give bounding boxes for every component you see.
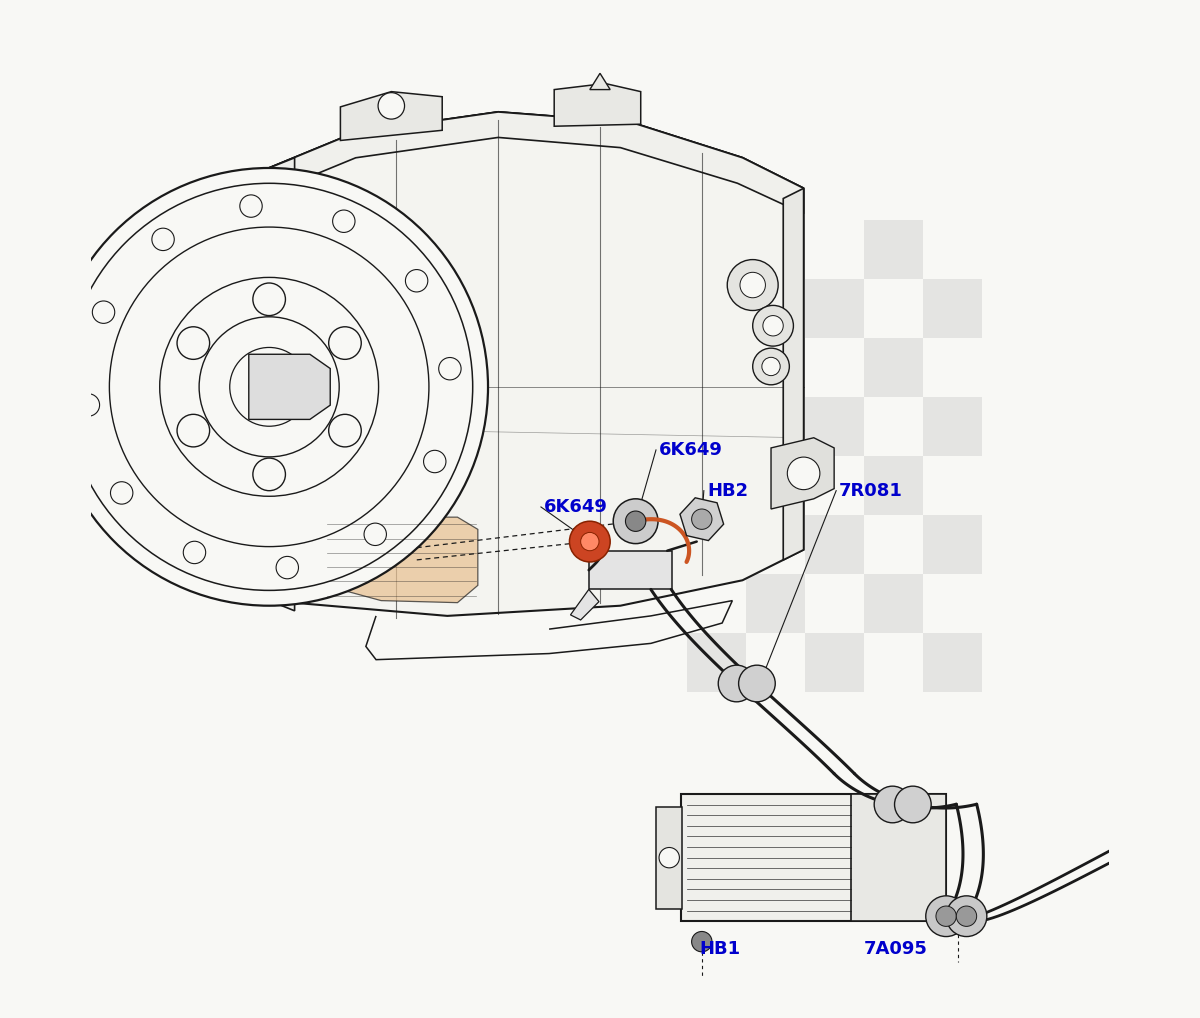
Circle shape <box>178 414 210 447</box>
Bar <box>686 397 745 456</box>
Circle shape <box>240 194 263 217</box>
Bar <box>686 633 745 692</box>
Circle shape <box>581 532 599 551</box>
Polygon shape <box>269 112 804 214</box>
Circle shape <box>925 896 966 937</box>
Text: HB1: HB1 <box>700 940 740 958</box>
Text: 7R081: 7R081 <box>839 482 904 500</box>
Bar <box>805 397 864 456</box>
Circle shape <box>787 457 820 490</box>
Circle shape <box>740 273 766 298</box>
Circle shape <box>659 847 679 867</box>
Bar <box>805 515 864 574</box>
Bar <box>805 633 864 692</box>
Circle shape <box>253 458 286 491</box>
Circle shape <box>152 228 174 250</box>
Text: sectia: sectia <box>173 479 304 517</box>
Circle shape <box>424 450 446 472</box>
Bar <box>805 279 864 338</box>
Circle shape <box>77 394 100 416</box>
Circle shape <box>613 499 658 544</box>
Bar <box>686 279 745 338</box>
Circle shape <box>752 305 793 346</box>
Circle shape <box>364 523 386 546</box>
Circle shape <box>250 367 289 406</box>
Circle shape <box>276 557 299 579</box>
Circle shape <box>691 931 712 952</box>
Text: 7A095: 7A095 <box>863 940 928 958</box>
Polygon shape <box>248 354 330 419</box>
Circle shape <box>110 482 133 504</box>
Bar <box>923 279 982 338</box>
Circle shape <box>406 270 428 292</box>
Bar <box>745 338 805 397</box>
Bar <box>589 551 672 589</box>
Bar <box>864 338 923 397</box>
Bar <box>864 574 923 633</box>
Circle shape <box>739 665 775 701</box>
Bar <box>656 806 683 908</box>
Polygon shape <box>341 92 443 140</box>
Polygon shape <box>784 188 804 560</box>
Circle shape <box>752 348 790 385</box>
Circle shape <box>956 906 977 926</box>
Bar <box>864 456 923 515</box>
Circle shape <box>329 414 361 447</box>
Text: HB2: HB2 <box>707 482 748 500</box>
Bar <box>682 794 946 921</box>
Polygon shape <box>590 73 610 90</box>
Bar <box>923 515 982 574</box>
Bar <box>851 794 946 921</box>
Circle shape <box>329 327 361 359</box>
Circle shape <box>894 786 931 823</box>
Polygon shape <box>772 438 834 509</box>
Polygon shape <box>325 517 478 603</box>
Text: 6K649: 6K649 <box>659 441 722 459</box>
Circle shape <box>946 896 986 937</box>
Polygon shape <box>570 589 599 620</box>
Bar <box>923 397 982 456</box>
Bar <box>686 515 745 574</box>
Text: 6K649: 6K649 <box>544 498 608 516</box>
Circle shape <box>50 168 488 606</box>
Circle shape <box>625 511 646 531</box>
Circle shape <box>253 283 286 316</box>
Circle shape <box>378 93 404 119</box>
Polygon shape <box>269 158 295 611</box>
Text: c a t a l o g   p a r t s: c a t a l o g p a r t s <box>142 545 281 558</box>
Circle shape <box>92 301 115 324</box>
Circle shape <box>332 210 355 232</box>
Circle shape <box>570 521 610 562</box>
Circle shape <box>719 665 755 701</box>
Bar <box>745 456 805 515</box>
Circle shape <box>691 509 712 529</box>
Bar <box>745 220 805 279</box>
Circle shape <box>763 316 784 336</box>
Circle shape <box>727 260 778 310</box>
Circle shape <box>439 357 461 380</box>
Circle shape <box>184 542 205 564</box>
Bar <box>745 574 805 633</box>
Polygon shape <box>269 112 804 616</box>
Circle shape <box>874 786 911 823</box>
Circle shape <box>762 357 780 376</box>
Polygon shape <box>554 83 641 126</box>
Bar <box>923 633 982 692</box>
Circle shape <box>936 906 956 926</box>
Bar <box>864 220 923 279</box>
Circle shape <box>178 327 210 359</box>
